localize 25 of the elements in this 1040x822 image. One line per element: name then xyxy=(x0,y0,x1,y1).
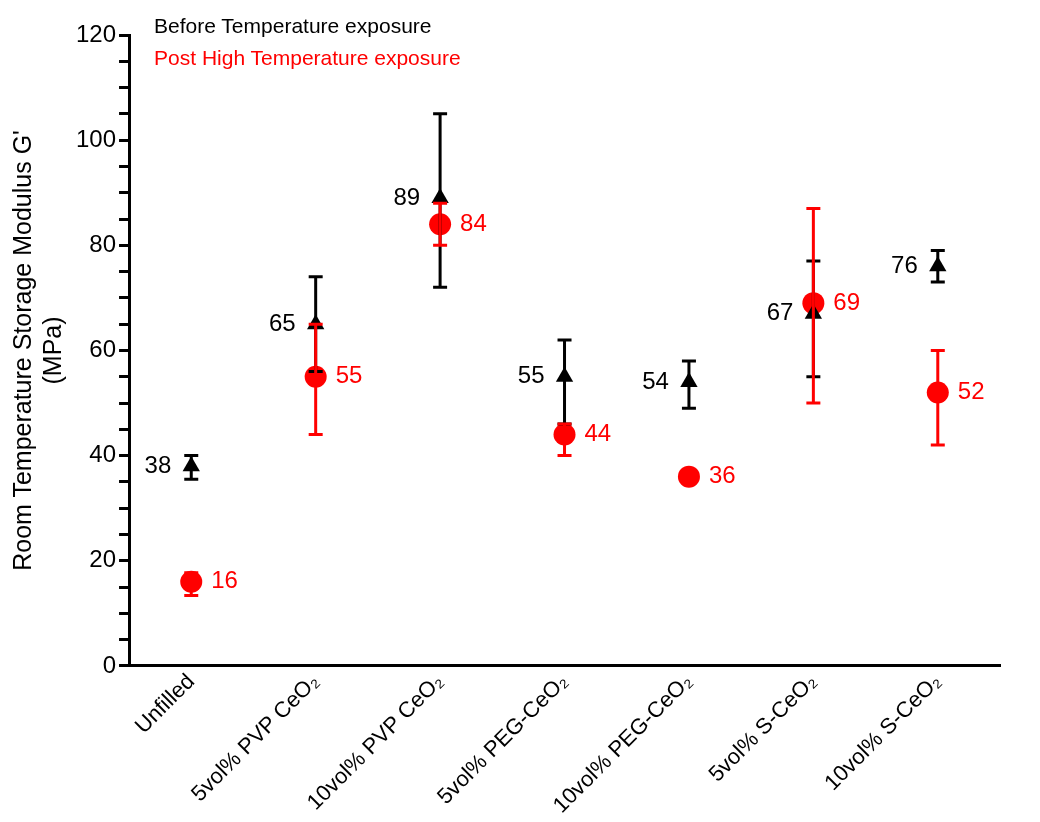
data-label: 55 xyxy=(517,361,545,389)
data-label: 76 xyxy=(891,250,918,278)
data-label: 69 xyxy=(833,287,861,315)
data-label: 38 xyxy=(144,450,172,478)
y-tick-label: 100 xyxy=(76,124,117,152)
data-label: 65 xyxy=(268,308,296,336)
y-tick-label: 40 xyxy=(89,440,117,468)
data-label: 44 xyxy=(584,419,612,447)
data-label: 89 xyxy=(393,182,421,210)
data-label: 52 xyxy=(957,377,985,405)
data-label: 55 xyxy=(335,361,363,389)
data-label: 16 xyxy=(211,566,238,594)
y-tick-label: 0 xyxy=(102,650,117,678)
data-label: 67 xyxy=(766,298,794,326)
y-axis-title: Room Temperature Storage Modulus G' (MPa) xyxy=(7,130,66,571)
y-tick-label: 20 xyxy=(89,545,117,573)
y-tick-label: 60 xyxy=(89,335,117,363)
data-label: 54 xyxy=(642,366,669,394)
text: Post High Temperature exposure xyxy=(154,45,461,69)
data-label: 84 xyxy=(460,208,487,236)
y-tick-label: 80 xyxy=(89,229,117,257)
point xyxy=(677,465,700,488)
text: Before Temperature exposure xyxy=(154,13,432,37)
data-label: 36 xyxy=(708,461,736,489)
y-tick-label: 120 xyxy=(76,19,117,47)
